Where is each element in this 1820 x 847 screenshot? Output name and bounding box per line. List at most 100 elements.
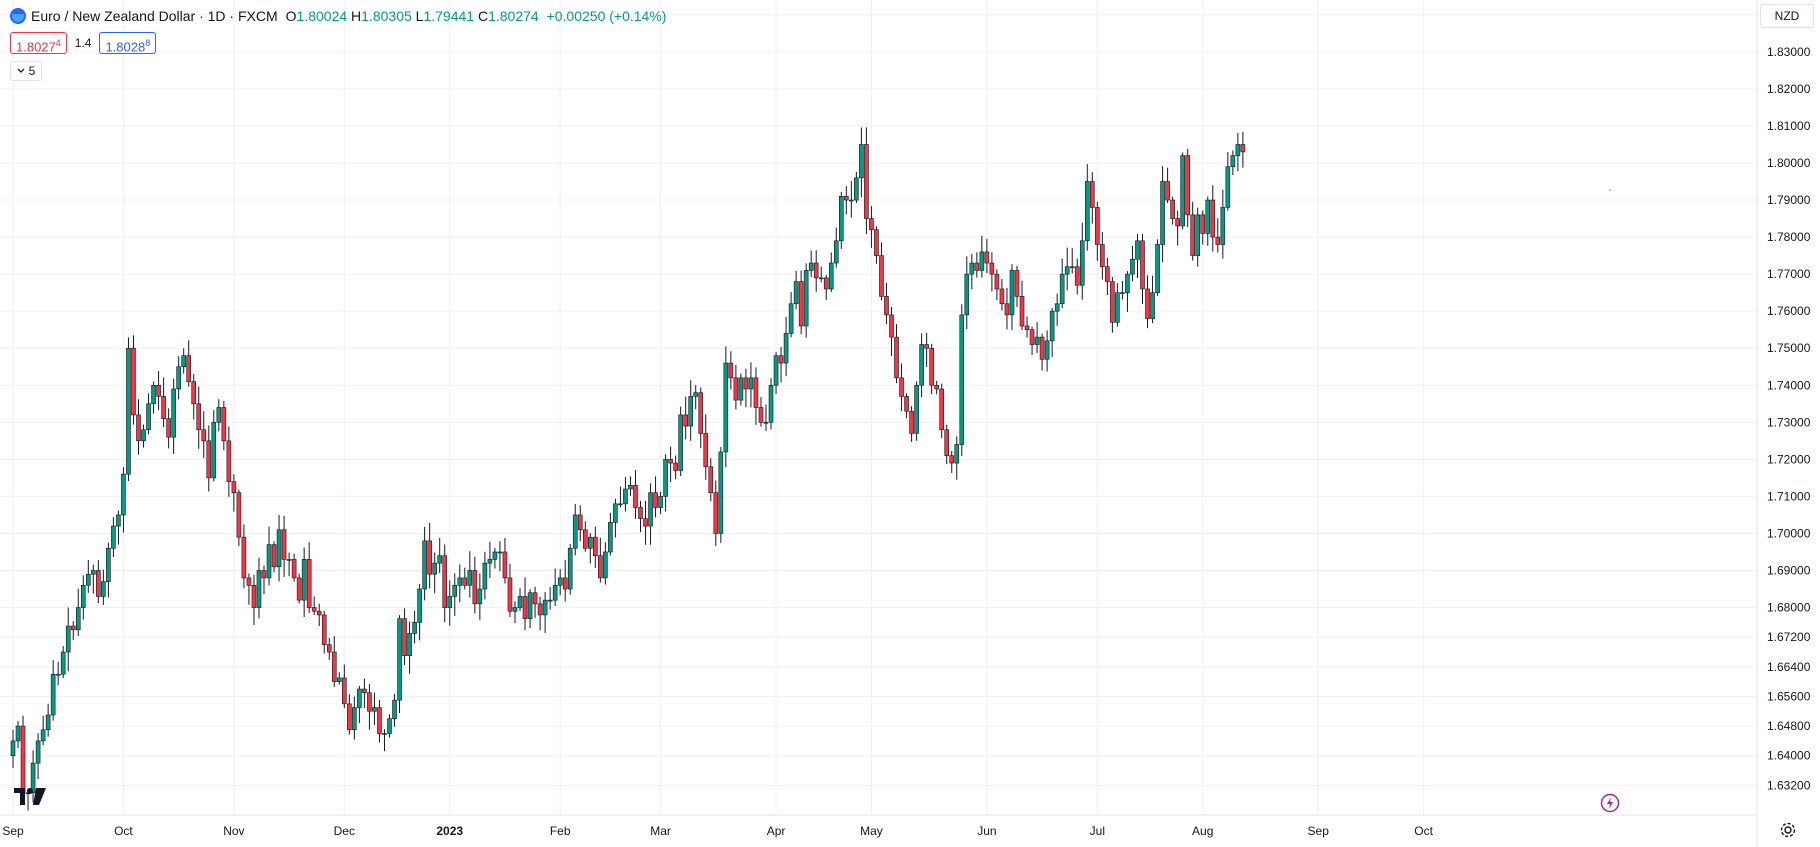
candle-up bbox=[914, 384, 919, 434]
price-tick-label: 1.80000 bbox=[1767, 156, 1811, 170]
indicator-count: 5 bbox=[28, 64, 36, 78]
candle-down bbox=[758, 407, 764, 423]
symbol-logo-icon bbox=[10, 8, 26, 24]
price-tick-label: 1.67200 bbox=[1767, 630, 1811, 644]
candle-down bbox=[653, 492, 658, 508]
time-axis[interactable]: Sep Oct Nov Dec 2023 Feb Mar Apr May Jun Jul Aug Sep… bbox=[2, 824, 1433, 838]
bid-price: 1.8027 bbox=[16, 39, 56, 55]
price-tick-label: 1.69000 bbox=[1767, 564, 1811, 578]
candle-down bbox=[1140, 240, 1145, 290]
candle-down bbox=[311, 607, 317, 612]
price-tick-label: 1.78000 bbox=[1767, 230, 1811, 244]
candle-down bbox=[186, 355, 191, 382]
tradingview-logo-icon[interactable] bbox=[13, 785, 47, 807]
candle-up bbox=[788, 303, 794, 334]
price-tick-label: 1.75000 bbox=[1767, 341, 1811, 355]
candle-down bbox=[316, 610, 322, 616]
candle-up bbox=[382, 733, 387, 735]
time-tick-label: Nov bbox=[223, 824, 244, 838]
candle-up bbox=[1225, 166, 1231, 208]
gear-icon[interactable] bbox=[1778, 820, 1798, 840]
candle-down bbox=[196, 403, 202, 431]
currency-button[interactable]: NZD bbox=[1760, 4, 1814, 28]
candle-down bbox=[321, 614, 327, 645]
candle-down bbox=[949, 455, 955, 464]
candle-down bbox=[974, 262, 980, 271]
candle-up bbox=[432, 562, 437, 575]
candle-down bbox=[944, 429, 950, 456]
time-tick-label: Feb bbox=[550, 824, 571, 838]
price-tick-label: 1.73000 bbox=[1767, 415, 1811, 429]
close-value: 1.80274 bbox=[488, 8, 539, 24]
lightning-icon[interactable] bbox=[1600, 793, 1620, 813]
candle-down bbox=[844, 196, 849, 201]
indicators-collapse-button[interactable]: 5 bbox=[10, 61, 42, 81]
candle-up bbox=[768, 384, 774, 423]
candle-up bbox=[336, 677, 342, 682]
candle-down bbox=[633, 484, 638, 508]
price-tick-label: 1.76000 bbox=[1767, 304, 1811, 318]
candle-down bbox=[823, 277, 829, 290]
ask-price: 1.8028 bbox=[105, 39, 146, 55]
candle-down bbox=[532, 592, 538, 605]
candle-down bbox=[743, 377, 749, 390]
time-tick-label: Aug bbox=[1192, 824, 1213, 838]
candle-up bbox=[151, 384, 156, 405]
sell-price-button[interactable]: 1.80274 bbox=[10, 32, 67, 54]
candle-down bbox=[929, 347, 934, 386]
time-tick-label: 2023 bbox=[436, 824, 463, 838]
candle-down bbox=[1215, 236, 1221, 245]
candle-up bbox=[959, 314, 965, 445]
candle-up bbox=[723, 362, 729, 453]
time-tick-label: Oct bbox=[1414, 824, 1433, 838]
candle-up bbox=[833, 240, 839, 264]
candle-down bbox=[306, 559, 312, 608]
candle-up bbox=[783, 333, 789, 364]
candle-down bbox=[582, 529, 588, 549]
candle-up bbox=[1205, 199, 1211, 234]
price-axis[interactable]: 1.840001.830001.820001.810001.800001.790… bbox=[1767, 8, 1811, 793]
candle-down bbox=[1170, 199, 1175, 219]
chart-marker-dot bbox=[1609, 189, 1611, 191]
candle-down bbox=[1019, 296, 1025, 327]
time-tick-label: Apr bbox=[767, 824, 786, 838]
candle-up bbox=[1155, 244, 1160, 293]
candle-up bbox=[1150, 292, 1155, 319]
candle-up bbox=[859, 144, 864, 179]
candle-down bbox=[96, 570, 101, 597]
candle-down bbox=[889, 314, 894, 338]
candle-up bbox=[1034, 336, 1040, 345]
candle-down bbox=[462, 577, 468, 586]
candle-down bbox=[1090, 181, 1095, 208]
time-tick-label: Jul bbox=[1090, 824, 1105, 838]
chart-grid bbox=[0, 0, 1757, 815]
candle-down bbox=[703, 433, 709, 468]
candle-up bbox=[793, 281, 799, 305]
candle-up bbox=[828, 262, 834, 290]
candle-down bbox=[20, 725, 26, 794]
candle-down bbox=[984, 251, 990, 264]
candle-up bbox=[1220, 207, 1226, 245]
candle-up bbox=[608, 522, 613, 553]
candle-down bbox=[1014, 270, 1020, 297]
candle-up bbox=[301, 559, 307, 601]
quote-row: 1.80274 1.4 1.80288 bbox=[10, 32, 157, 55]
price-tick-label: 1.77000 bbox=[1767, 267, 1811, 281]
time-tick-label: Dec bbox=[334, 824, 355, 838]
symbol-title[interactable]: Euro / New Zealand Dollar · 1D · FXCM bbox=[31, 8, 278, 24]
candle-down bbox=[161, 396, 166, 419]
candle-up bbox=[492, 551, 498, 560]
candle-up bbox=[849, 199, 854, 202]
candle-down bbox=[904, 396, 909, 412]
candle-down bbox=[894, 336, 899, 379]
buy-price-button[interactable]: 1.80288 bbox=[99, 32, 157, 55]
candle-down bbox=[864, 144, 869, 219]
candle-up bbox=[552, 585, 558, 601]
candle-up bbox=[86, 573, 91, 586]
candle-up bbox=[1160, 181, 1165, 245]
open-label: O bbox=[285, 8, 297, 24]
candle-up bbox=[91, 570, 96, 575]
candle-down bbox=[673, 462, 678, 471]
candle-down bbox=[1004, 303, 1010, 316]
